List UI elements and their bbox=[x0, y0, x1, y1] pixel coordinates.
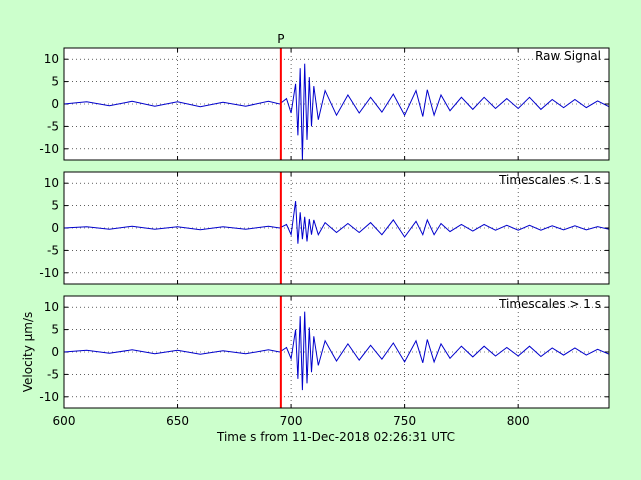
trace-line bbox=[63, 311, 610, 391]
x-tick-label: 750 bbox=[393, 414, 416, 428]
x-tick-label: 800 bbox=[507, 414, 530, 428]
trace-line bbox=[63, 63, 610, 161]
y-tick-label: 10 bbox=[44, 52, 59, 66]
y-tick-label: -10 bbox=[39, 142, 59, 156]
panel-frame bbox=[63, 171, 610, 285]
panel-frame bbox=[63, 295, 610, 409]
x-tick-label: 600 bbox=[53, 414, 76, 428]
trace-line bbox=[63, 201, 610, 244]
y-tick-label: -5 bbox=[47, 243, 59, 257]
p-pick-label: P bbox=[277, 32, 284, 46]
panel-frame bbox=[63, 47, 610, 161]
panel-3: 10 5 0 -5 -10 Timescales > 1 s 600 650 700 750 800 bbox=[39, 295, 610, 428]
x-tick-label: 700 bbox=[280, 414, 303, 428]
y-tick-label: -5 bbox=[47, 367, 59, 381]
y-tick-label: -5 bbox=[47, 119, 59, 133]
y-tick-label: -10 bbox=[39, 266, 59, 280]
y-tick-label: 5 bbox=[51, 75, 59, 89]
y-tick-label: 0 bbox=[51, 345, 59, 359]
y-tick-label: 5 bbox=[51, 323, 59, 337]
panel-title: Timescales < 1 s bbox=[498, 173, 601, 187]
y-tick-label: 10 bbox=[44, 176, 59, 190]
y-tick-label: 0 bbox=[51, 97, 59, 111]
x-tick-label: 650 bbox=[166, 414, 189, 428]
x-axis-label: Time s from 11-Dec-2018 02:26:31 UTC bbox=[216, 430, 455, 444]
y-tick-label: 0 bbox=[51, 221, 59, 235]
y-tick-label: -10 bbox=[39, 390, 59, 404]
y-tick-label: 5 bbox=[51, 199, 59, 213]
panel-title: Raw Signal bbox=[535, 49, 601, 63]
y-tick-label: 10 bbox=[44, 300, 59, 314]
panel-1: 10 5 0 -5 -10 Raw Signal bbox=[39, 47, 610, 161]
y-axis-label: Velocity μm/s bbox=[21, 312, 35, 393]
panel-2: 10 5 0 -5 -10 Timescales < 1 s bbox=[39, 171, 610, 285]
panel-title: Timescales > 1 s bbox=[498, 297, 601, 311]
